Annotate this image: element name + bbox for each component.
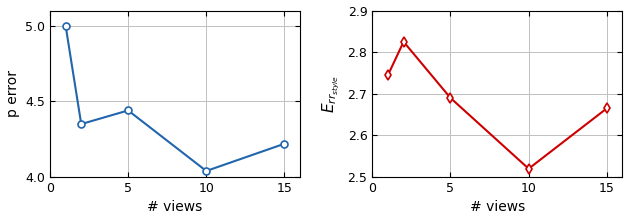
X-axis label: # views: # views [470,200,525,214]
Y-axis label: p error: p error [6,70,19,117]
X-axis label: # views: # views [148,200,203,214]
Y-axis label: $E_{rr_{style}}$: $E_{rr_{style}}$ [321,75,342,113]
